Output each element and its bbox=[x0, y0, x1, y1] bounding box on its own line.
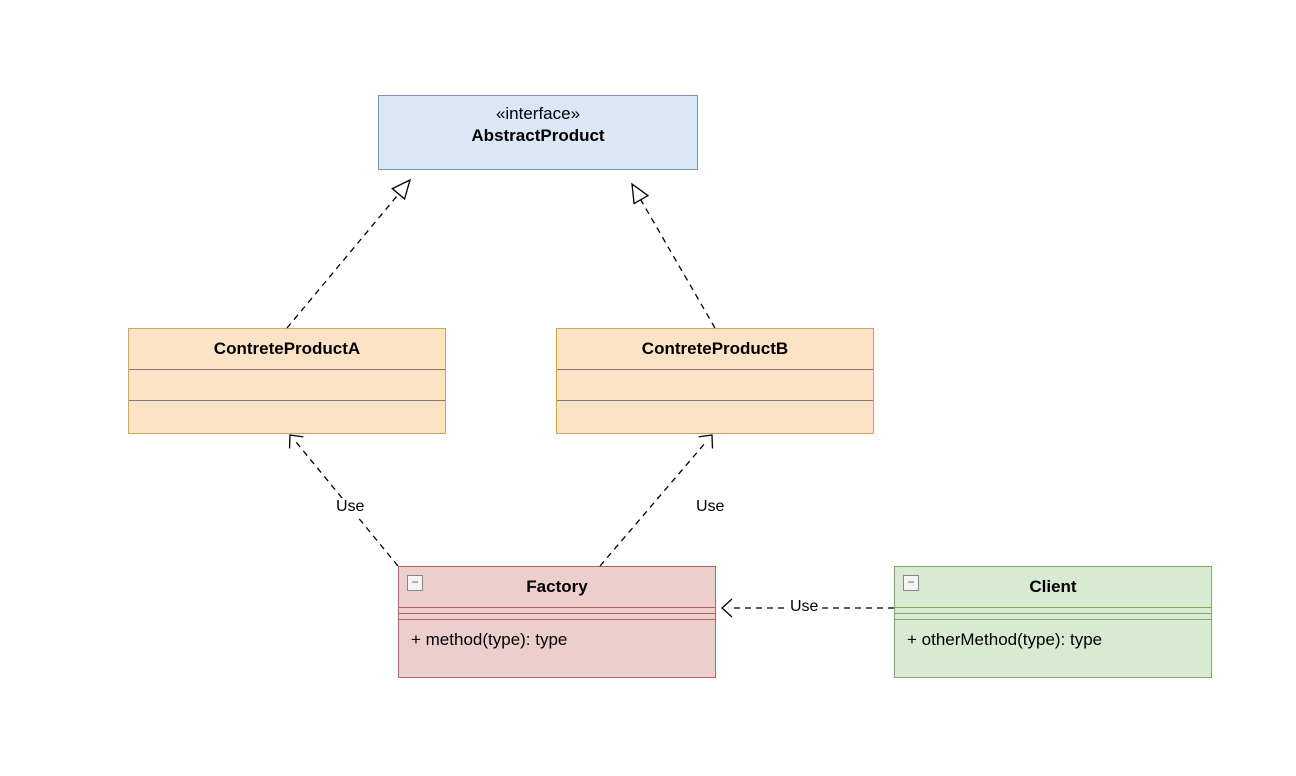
method-label: + otherMethod(type): type bbox=[895, 620, 1211, 660]
class-box-factory: − Factory + method(type): type bbox=[398, 566, 716, 678]
class-box-client: − Client + otherMethod(type): type bbox=[894, 566, 1212, 678]
method-label: + method(type): type bbox=[399, 620, 715, 660]
class-box-concrete-a: ContreteProductA bbox=[128, 328, 446, 434]
class-name: ContreteProductA bbox=[214, 339, 360, 358]
class-box-concrete-b: ContreteProductB bbox=[556, 328, 874, 434]
stereotype-label: «interface» bbox=[383, 104, 693, 124]
edge-a-to-interface bbox=[287, 175, 416, 328]
edge-label-use: Use bbox=[694, 498, 726, 516]
class-name: ContreteProductB bbox=[642, 339, 788, 358]
edge-label-use: Use bbox=[788, 598, 820, 616]
collapse-icon[interactable]: − bbox=[903, 575, 919, 591]
class-name: Client bbox=[1029, 577, 1076, 596]
collapse-icon[interactable]: − bbox=[407, 575, 423, 591]
edge-label-use: Use bbox=[334, 498, 366, 516]
edge-b-to-interface bbox=[625, 180, 715, 328]
class-name: Factory bbox=[526, 577, 587, 596]
class-box-abstract-product: «interface» AbstractProduct bbox=[378, 95, 698, 170]
class-name: AbstractProduct bbox=[471, 126, 604, 145]
